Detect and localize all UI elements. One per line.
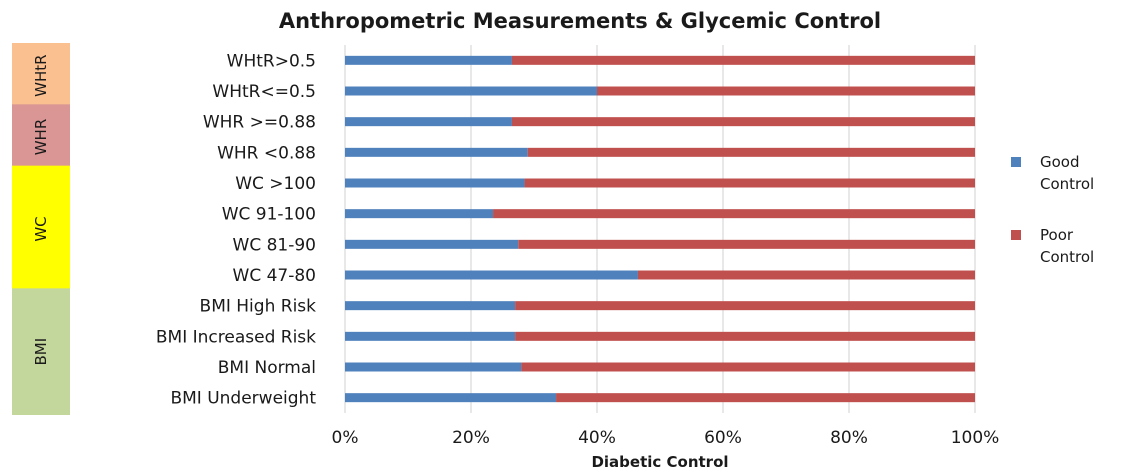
group-label: WHtR xyxy=(32,54,50,96)
bar-poor-control xyxy=(524,178,975,188)
legend-label: Control xyxy=(1040,248,1094,266)
chart-title: Anthropometric Measurements & Glycemic C… xyxy=(279,9,881,33)
bar-poor-control xyxy=(556,393,975,403)
legend-label: Good xyxy=(1040,153,1080,171)
bar-poor-control xyxy=(493,209,975,219)
group-bands: WHtR WHR WC BMI xyxy=(12,43,70,415)
legend-swatch xyxy=(1011,230,1021,240)
category-label: BMI Increased Risk xyxy=(156,327,316,347)
group-band xyxy=(12,288,70,415)
x-tick-label: 100% xyxy=(951,428,1000,448)
bar-poor-control xyxy=(515,301,975,311)
category-label: WHtR>0.5 xyxy=(227,51,316,71)
group-label: WC xyxy=(32,216,50,241)
group-label: WHR xyxy=(32,119,50,156)
bar-poor-control xyxy=(637,270,975,280)
legend-label: Control xyxy=(1040,175,1094,193)
x-tick-label: 20% xyxy=(452,428,490,448)
bar-good-control xyxy=(345,55,512,65)
bar-good-control xyxy=(345,86,597,96)
x-axis-label: Diabetic Control xyxy=(591,453,728,470)
bar-good-control xyxy=(345,301,516,311)
bar-good-control xyxy=(345,393,557,403)
bar-poor-control xyxy=(515,331,975,341)
bar-poor-control xyxy=(511,117,975,127)
bar-good-control xyxy=(345,178,525,188)
category-label: WHR <0.88 xyxy=(217,143,316,163)
bar-good-control xyxy=(345,270,638,280)
bar-good-control xyxy=(345,331,516,341)
category-label: WC 91-100 xyxy=(222,205,316,225)
bar-good-control xyxy=(345,239,519,249)
category-label: WC 47-80 xyxy=(233,266,316,286)
category-labels: WHtR>0.5 WHtR<=0.5 WHR >=0.88 WHR <0.88 WC >… xyxy=(156,51,316,408)
bar-good-control xyxy=(345,147,528,157)
x-tick-label: 40% xyxy=(578,428,616,448)
legend-swatch xyxy=(1011,157,1021,167)
x-tick-label: 0% xyxy=(332,428,359,448)
category-label: WC 81-90 xyxy=(233,235,316,255)
category-label: WHtR<=0.5 xyxy=(212,82,316,102)
group-band xyxy=(12,165,70,293)
category-label: BMI High Risk xyxy=(200,297,317,317)
bar-poor-control xyxy=(518,239,975,249)
x-tick-label: 80% xyxy=(830,428,868,448)
x-tick-labels: 0% 20% 40% 60% 80% 100% xyxy=(332,428,1000,448)
grid-lines xyxy=(344,45,976,413)
category-label: BMI Underweight xyxy=(170,389,316,409)
bar-poor-control xyxy=(597,86,975,96)
bar-good-control xyxy=(345,117,512,127)
bar-poor-control xyxy=(511,55,975,65)
category-label: WHR >=0.88 xyxy=(203,113,316,133)
category-label: BMI Normal xyxy=(218,358,316,378)
bar-good-control xyxy=(345,362,522,372)
legend-label: Poor xyxy=(1040,226,1074,244)
bar-poor-control xyxy=(527,147,975,157)
group-label: BMI xyxy=(32,338,50,366)
bars xyxy=(345,55,975,403)
bar-good-control xyxy=(345,209,494,219)
category-label: WC >100 xyxy=(235,174,316,194)
bar-poor-control xyxy=(521,362,975,372)
legend: Good Control Poor Control xyxy=(1011,153,1094,266)
group-band xyxy=(12,43,70,109)
group-band xyxy=(12,104,70,170)
x-tick-label: 60% xyxy=(704,428,742,448)
